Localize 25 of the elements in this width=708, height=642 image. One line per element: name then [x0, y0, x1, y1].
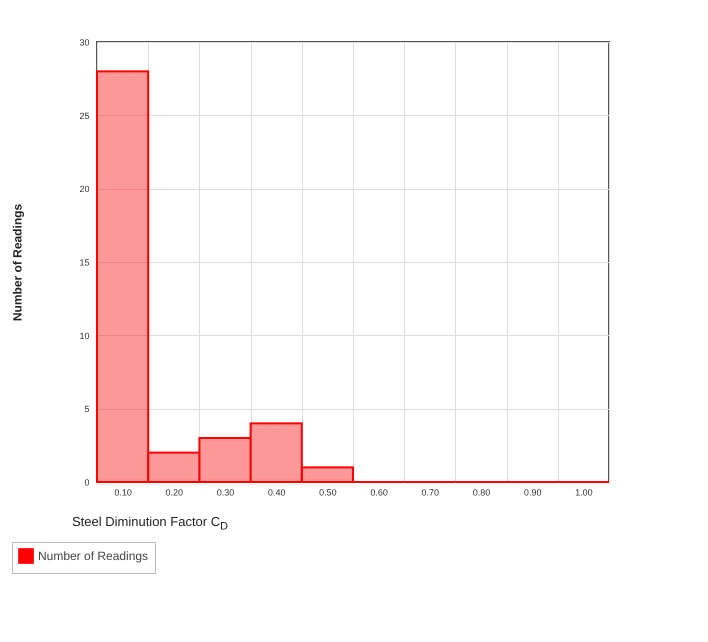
bar — [147, 452, 200, 483]
x-tick-label: 0.40 — [268, 488, 286, 498]
bar — [250, 422, 303, 483]
y-tick-label: 15 — [79, 258, 90, 268]
y-tick-label: 5 — [84, 404, 90, 414]
bar — [96, 70, 150, 483]
x-axis-title: Steel Diminution Factor C$_{D}$ — [72, 514, 228, 533]
legend-label: Number of Readings — [38, 549, 148, 563]
x-tick-label: 0.60 — [370, 488, 388, 498]
x-tick-label: 0.30 — [216, 488, 234, 498]
bar — [198, 437, 252, 483]
x-tick-label: 1.00 — [575, 488, 593, 498]
x-tick-label: 0.90 — [524, 488, 542, 498]
bar — [300, 466, 354, 483]
y-tick-label: 20 — [79, 184, 90, 194]
y-tick-label: 10 — [79, 330, 90, 341]
x-tick-label: 0.50 — [319, 488, 337, 498]
y-axis-title: Number of Readings — [10, 204, 24, 322]
x-tick-label: 0.10 — [114, 488, 132, 498]
x-tick-label: 0.20 — [166, 488, 184, 498]
x-tick-label: 0.80 — [472, 488, 490, 498]
y-tick-label: 25 — [79, 110, 90, 121]
y-tick-label: 30 — [79, 38, 90, 48]
x-tick-label: 0.70 — [422, 488, 440, 498]
y-tick-label: 0 — [84, 478, 90, 488]
